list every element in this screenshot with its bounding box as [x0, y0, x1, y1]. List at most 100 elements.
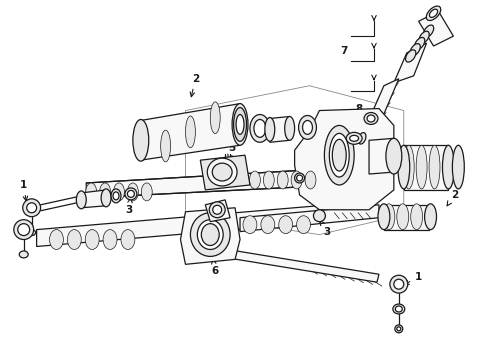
- Ellipse shape: [350, 135, 359, 141]
- Circle shape: [390, 275, 408, 293]
- Polygon shape: [212, 247, 379, 282]
- Polygon shape: [270, 117, 290, 142]
- Ellipse shape: [243, 216, 257, 234]
- Text: 5: 5: [228, 143, 236, 159]
- Ellipse shape: [111, 189, 121, 203]
- Polygon shape: [240, 205, 379, 231]
- Text: 1: 1: [404, 272, 422, 284]
- Ellipse shape: [294, 173, 305, 183]
- Ellipse shape: [403, 145, 414, 189]
- Ellipse shape: [49, 230, 63, 249]
- Text: 4: 4: [397, 212, 411, 227]
- Ellipse shape: [305, 171, 316, 189]
- Polygon shape: [37, 205, 329, 247]
- Ellipse shape: [277, 171, 288, 189]
- Circle shape: [26, 203, 37, 213]
- Ellipse shape: [261, 216, 275, 234]
- Ellipse shape: [367, 115, 375, 122]
- Ellipse shape: [395, 325, 403, 333]
- Ellipse shape: [397, 327, 401, 331]
- Ellipse shape: [201, 224, 219, 246]
- Ellipse shape: [232, 104, 248, 145]
- Ellipse shape: [426, 6, 441, 21]
- Ellipse shape: [141, 183, 152, 201]
- Ellipse shape: [213, 205, 221, 214]
- Ellipse shape: [113, 192, 119, 200]
- Polygon shape: [394, 43, 427, 83]
- Ellipse shape: [397, 204, 409, 230]
- Ellipse shape: [76, 191, 86, 209]
- Ellipse shape: [250, 114, 270, 142]
- Ellipse shape: [279, 216, 293, 234]
- Ellipse shape: [285, 117, 294, 140]
- Ellipse shape: [85, 230, 99, 249]
- Ellipse shape: [332, 139, 346, 171]
- Circle shape: [14, 220, 34, 239]
- Ellipse shape: [209, 202, 225, 218]
- Ellipse shape: [346, 132, 362, 144]
- Polygon shape: [141, 104, 240, 160]
- Polygon shape: [404, 145, 448, 190]
- Polygon shape: [362, 79, 399, 135]
- Ellipse shape: [68, 230, 81, 249]
- Ellipse shape: [298, 116, 317, 139]
- Circle shape: [18, 224, 30, 235]
- Ellipse shape: [329, 133, 349, 177]
- Text: 2: 2: [447, 190, 458, 206]
- Polygon shape: [200, 155, 250, 190]
- Ellipse shape: [393, 304, 405, 314]
- Ellipse shape: [127, 190, 134, 197]
- Ellipse shape: [383, 204, 395, 230]
- Ellipse shape: [395, 306, 402, 312]
- Text: 6: 6: [212, 259, 219, 276]
- Circle shape: [23, 199, 41, 217]
- Ellipse shape: [324, 125, 354, 185]
- Ellipse shape: [291, 171, 302, 189]
- Ellipse shape: [411, 204, 422, 230]
- Ellipse shape: [191, 213, 230, 256]
- Ellipse shape: [234, 108, 246, 141]
- Ellipse shape: [378, 204, 390, 230]
- Polygon shape: [205, 200, 230, 222]
- Ellipse shape: [254, 120, 266, 137]
- Ellipse shape: [364, 113, 378, 125]
- Ellipse shape: [28, 230, 36, 235]
- Polygon shape: [86, 168, 339, 198]
- Ellipse shape: [236, 114, 244, 134]
- Polygon shape: [81, 190, 106, 208]
- Ellipse shape: [265, 117, 275, 141]
- Ellipse shape: [406, 50, 416, 62]
- Ellipse shape: [185, 116, 196, 148]
- Circle shape: [394, 279, 404, 289]
- Ellipse shape: [429, 9, 438, 17]
- Ellipse shape: [398, 145, 410, 189]
- Ellipse shape: [161, 130, 171, 162]
- Ellipse shape: [302, 121, 313, 134]
- Ellipse shape: [125, 188, 137, 200]
- Polygon shape: [294, 109, 394, 210]
- Text: 7: 7: [340, 46, 347, 56]
- Polygon shape: [180, 208, 240, 264]
- Ellipse shape: [410, 44, 420, 56]
- Ellipse shape: [416, 145, 427, 189]
- Ellipse shape: [121, 230, 135, 249]
- Ellipse shape: [103, 230, 117, 249]
- Ellipse shape: [19, 251, 28, 258]
- Ellipse shape: [197, 220, 223, 249]
- Text: 2: 2: [190, 74, 199, 97]
- Text: 3: 3: [125, 198, 132, 215]
- Ellipse shape: [296, 175, 302, 181]
- Text: 9: 9: [341, 123, 353, 138]
- Ellipse shape: [358, 132, 366, 144]
- Ellipse shape: [429, 145, 440, 189]
- Ellipse shape: [133, 120, 149, 161]
- Polygon shape: [384, 205, 429, 230]
- Polygon shape: [369, 138, 394, 174]
- Ellipse shape: [415, 37, 425, 50]
- Polygon shape: [418, 11, 453, 46]
- Ellipse shape: [386, 138, 402, 174]
- Ellipse shape: [419, 31, 429, 44]
- Ellipse shape: [296, 216, 311, 234]
- Text: 8: 8: [355, 104, 368, 116]
- Ellipse shape: [86, 183, 97, 201]
